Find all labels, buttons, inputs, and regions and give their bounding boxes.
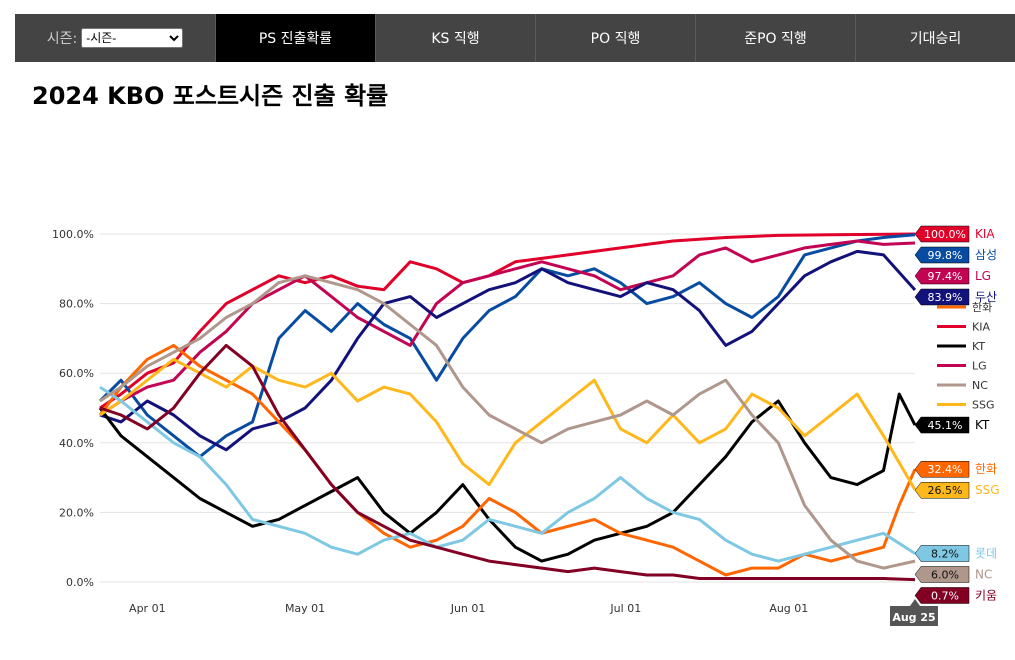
x-tick-label: Jun 01 — [450, 602, 486, 615]
end-label-name: 삼성 — [975, 248, 997, 262]
tab-semi-po-direct[interactable]: 준PO 직행 — [695, 14, 855, 62]
x-tick-label: Jul 01 — [609, 602, 641, 615]
end-label-name: KIA — [975, 227, 995, 241]
end-label-box — [914, 566, 970, 583]
end-label-box — [914, 288, 970, 306]
x-tick-label: Aug 01 — [769, 602, 808, 615]
tab-ks-direct[interactable]: KS 직행 — [375, 14, 535, 62]
end-label-name: 롯데 — [975, 546, 997, 560]
end-label-name: 키움 — [975, 588, 997, 602]
legend-label: NC — [972, 379, 988, 392]
end-label-value: 45.1% — [928, 419, 963, 432]
end-label-name: 두산 — [975, 290, 997, 304]
end-label-name: 한화 — [975, 462, 997, 476]
x-tick-label: May 01 — [285, 602, 325, 615]
tab-po-direct[interactable]: PO 직행 — [535, 14, 695, 62]
end-label-name: SSG — [975, 483, 1000, 497]
end-label-value: 26.5% — [928, 484, 963, 497]
end-label-box — [914, 481, 970, 499]
series-line-LG — [99, 239, 916, 417]
series-line-두산 — [99, 249, 917, 452]
series-line-삼성 — [98, 233, 916, 459]
end-label-box — [914, 460, 970, 478]
tab-ps-probability[interactable]: PS 진출확률 — [215, 14, 375, 62]
series-lines — [98, 232, 917, 582]
end-label-name: NC — [975, 567, 992, 581]
x-end-tooltip — [890, 606, 938, 626]
end-label-box — [914, 587, 970, 604]
series-line-한화 — [98, 343, 917, 577]
end-label-value: 99.8% — [928, 249, 963, 262]
y-tick-label: 80.0% — [59, 298, 94, 311]
y-tick-label: 40.0% — [59, 437, 94, 450]
end-label-value: 97.4% — [928, 270, 963, 283]
tab-expected-wins[interactable]: 기대승리 — [855, 14, 1015, 62]
season-label: 시즌: — [46, 31, 78, 47]
y-tick-label: 0.0% — [66, 576, 94, 589]
end-label-name: KT — [975, 418, 990, 432]
x-end-label: Aug 25 — [892, 611, 935, 624]
end-label-box — [914, 416, 970, 434]
end-label-value: 0.7% — [931, 589, 959, 602]
series-line-SSG — [99, 357, 917, 491]
y-tick-label: 100.0% — [52, 228, 94, 241]
end-label-value: 6.0% — [931, 568, 959, 581]
x-tick-label: Apr 01 — [129, 602, 166, 615]
legend-label: SSG — [972, 399, 995, 412]
series-line-KT — [98, 392, 917, 563]
series-line-키움 — [99, 343, 916, 582]
end-label-value: 83.9% — [928, 291, 963, 304]
end-label-box — [914, 545, 970, 562]
end-label-value: 8.2% — [931, 547, 959, 560]
end-label-name: LG — [975, 269, 991, 283]
end-label-box — [914, 267, 970, 285]
end-label-box — [914, 246, 970, 264]
end-label-box — [914, 225, 970, 243]
legend-label: KIA — [972, 321, 990, 334]
page-title: 2024 KBO 포스트시즌 진출 확률 — [32, 82, 389, 110]
top-nav: 시즌: -시즌- PS 진출확률 KS 직행 PO 직행 준PO 직행 기대승리 — [15, 14, 1015, 62]
end-label-value: 100.0% — [924, 228, 966, 241]
legend-label: LG — [972, 360, 987, 373]
series-line-KIA — [99, 232, 916, 410]
legend-label: KT — [972, 340, 985, 353]
series-line-NC — [99, 274, 916, 570]
season-selector: 시즌: -시즌- — [15, 14, 215, 62]
y-tick-label: 20.0% — [59, 506, 94, 519]
y-tick-label: 60.0% — [59, 367, 94, 380]
legend-label: 한화 — [972, 301, 992, 314]
season-select[interactable]: -시즌- — [81, 28, 184, 48]
x-end-tooltip-arrow — [910, 599, 920, 606]
series-line-롯데 — [99, 385, 916, 563]
end-label-value: 32.4% — [928, 463, 963, 476]
